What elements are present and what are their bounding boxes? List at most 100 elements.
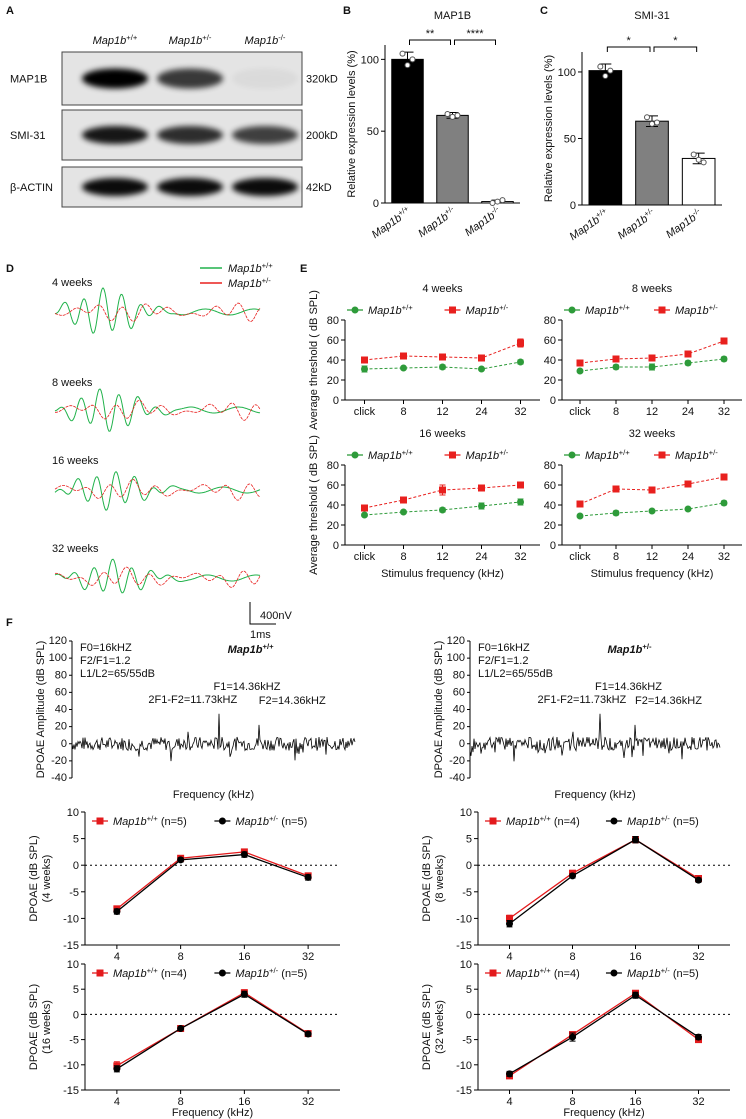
marker [612,363,620,371]
marker [439,506,446,514]
marker [648,507,656,515]
x-tick-label: click [354,406,376,418]
age-label: 16 weeks [52,455,99,467]
legend-marker [449,451,456,459]
age-label: 8 weeks [52,377,93,389]
x-tick-label: 32 [692,951,704,963]
series-line [509,994,699,1075]
size-label: 42kD [306,182,332,194]
y-axis-label: DPOAE Amplitude (dB SPL) [35,641,47,779]
blot-band [157,126,223,144]
marker [632,991,639,999]
gene-name: Map1b [585,305,619,317]
y-axis-label: Relative expression levels (%) [346,50,358,197]
spectrum-trace [71,713,356,762]
legend-label: Map1b+/+ [228,261,273,276]
y-tick-label: 60 [544,335,556,347]
x-tick-label: 32 [514,551,526,563]
scale-y-label: 400nV [260,610,292,622]
y-tick-label: -15 [63,1085,79,1097]
significance-label: * [673,35,678,47]
marker [576,500,584,508]
x-tick-label: 8 [178,1096,184,1108]
genotype-sup: +/- [269,814,279,823]
genotype-label: Map1b+/+ [93,33,138,48]
y-axis-label: DPOAE (dB SPL) [28,984,40,1070]
marker [177,1025,185,1033]
panel-letter: C [540,5,548,17]
y-tick-label: 10 [460,807,472,819]
data-point [607,67,614,74]
stimulus-note: F0=16kHZ [478,642,530,654]
marker [684,350,692,358]
y-tick-label: 20 [327,375,339,387]
age-label: 4 weeks [52,277,93,289]
marker [648,363,656,371]
marker [576,359,584,367]
y-tick-label: 40 [327,500,339,512]
y-tick-label: 80 [327,460,339,472]
size-label: 200kD [306,130,338,142]
genotype-sup: +/+ [126,33,138,42]
marker [517,339,524,347]
stimulus-note: L1/L2=65/55dB [478,668,553,680]
genotype-sup: +/- [709,448,719,457]
y-tick-label: 100 [361,54,379,66]
y-tick-label: 0 [61,738,67,750]
marker [720,355,728,363]
trace-wt [54,287,261,334]
significance-label: * [627,35,632,47]
x-tick-label: 32 [302,951,314,963]
genotype-sup: +/+ [262,261,274,270]
y-tick-label: 60 [544,480,556,492]
marker [506,920,513,928]
y-tick-label: 5 [73,984,79,996]
panel-letter: F [6,617,13,629]
significance-label: **** [466,28,484,40]
gene-name: Map1b [675,450,709,462]
marker [361,504,368,512]
genotype-sup: +/+ [262,642,274,651]
genotype-sup: +/- [269,966,279,975]
marker [517,498,524,506]
trace-het [54,302,261,322]
legend-label: Map1b+/- (n=5) [627,966,699,981]
peak-label: F2=14.36kHZ [635,695,702,707]
y-tick-label: 80 [327,315,339,327]
y-tick-label: -10 [456,913,472,925]
label-rest: (n=5) [670,968,699,980]
gene-name: Map1b [235,816,269,828]
y-axis-label: DPOAE (dB SPL) [28,835,40,921]
legend-marker [351,451,359,459]
genotype-sup: +/+ [619,303,631,312]
data-point [690,151,697,158]
bar [588,70,623,206]
legend-label: Map1b+/- [675,448,718,463]
y-axis-sublabel: (16 weeks) [41,1000,53,1054]
legend-label: Map1b+/+ (n=4) [506,814,580,829]
panel-letter: B [343,5,351,17]
x-tick-label: click [569,551,591,563]
legend-label: Map1b+/+ (n=4) [506,966,580,981]
marker [695,876,702,884]
chart-title: 4 weeks [422,283,463,295]
y-axis-label: DPOAE Amplitude (dB SPL) [433,641,445,779]
x-tick-label: 12 [436,406,448,418]
y-axis-sublabel: (32 weeks) [434,1000,446,1054]
gene-name: Map1b [113,816,147,828]
chart-title: 16 weeks [419,428,466,440]
genotype-sup: +/- [499,303,509,312]
significance-bracket [454,39,496,45]
legend-label: Map1b+/+ [585,303,630,318]
x-tick-label: 16 [629,1096,641,1108]
y-tick-label: 80 [453,669,465,681]
legend-marker [489,969,497,977]
y-tick-label: 10 [67,959,79,971]
stimulus-note: F2/F1=1.2 [478,655,528,667]
y-tick-label: -15 [456,1085,472,1097]
y-axis-label: Average threshold ( dB SPL) [308,290,320,430]
blot-band [82,68,148,89]
x-tick-label: click [569,406,591,418]
gene-name: Map1b [368,305,402,317]
gene-name: Map1b [675,305,709,317]
